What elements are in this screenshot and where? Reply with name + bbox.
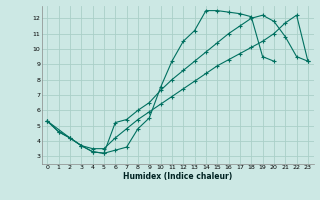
X-axis label: Humidex (Indice chaleur): Humidex (Indice chaleur) bbox=[123, 172, 232, 181]
